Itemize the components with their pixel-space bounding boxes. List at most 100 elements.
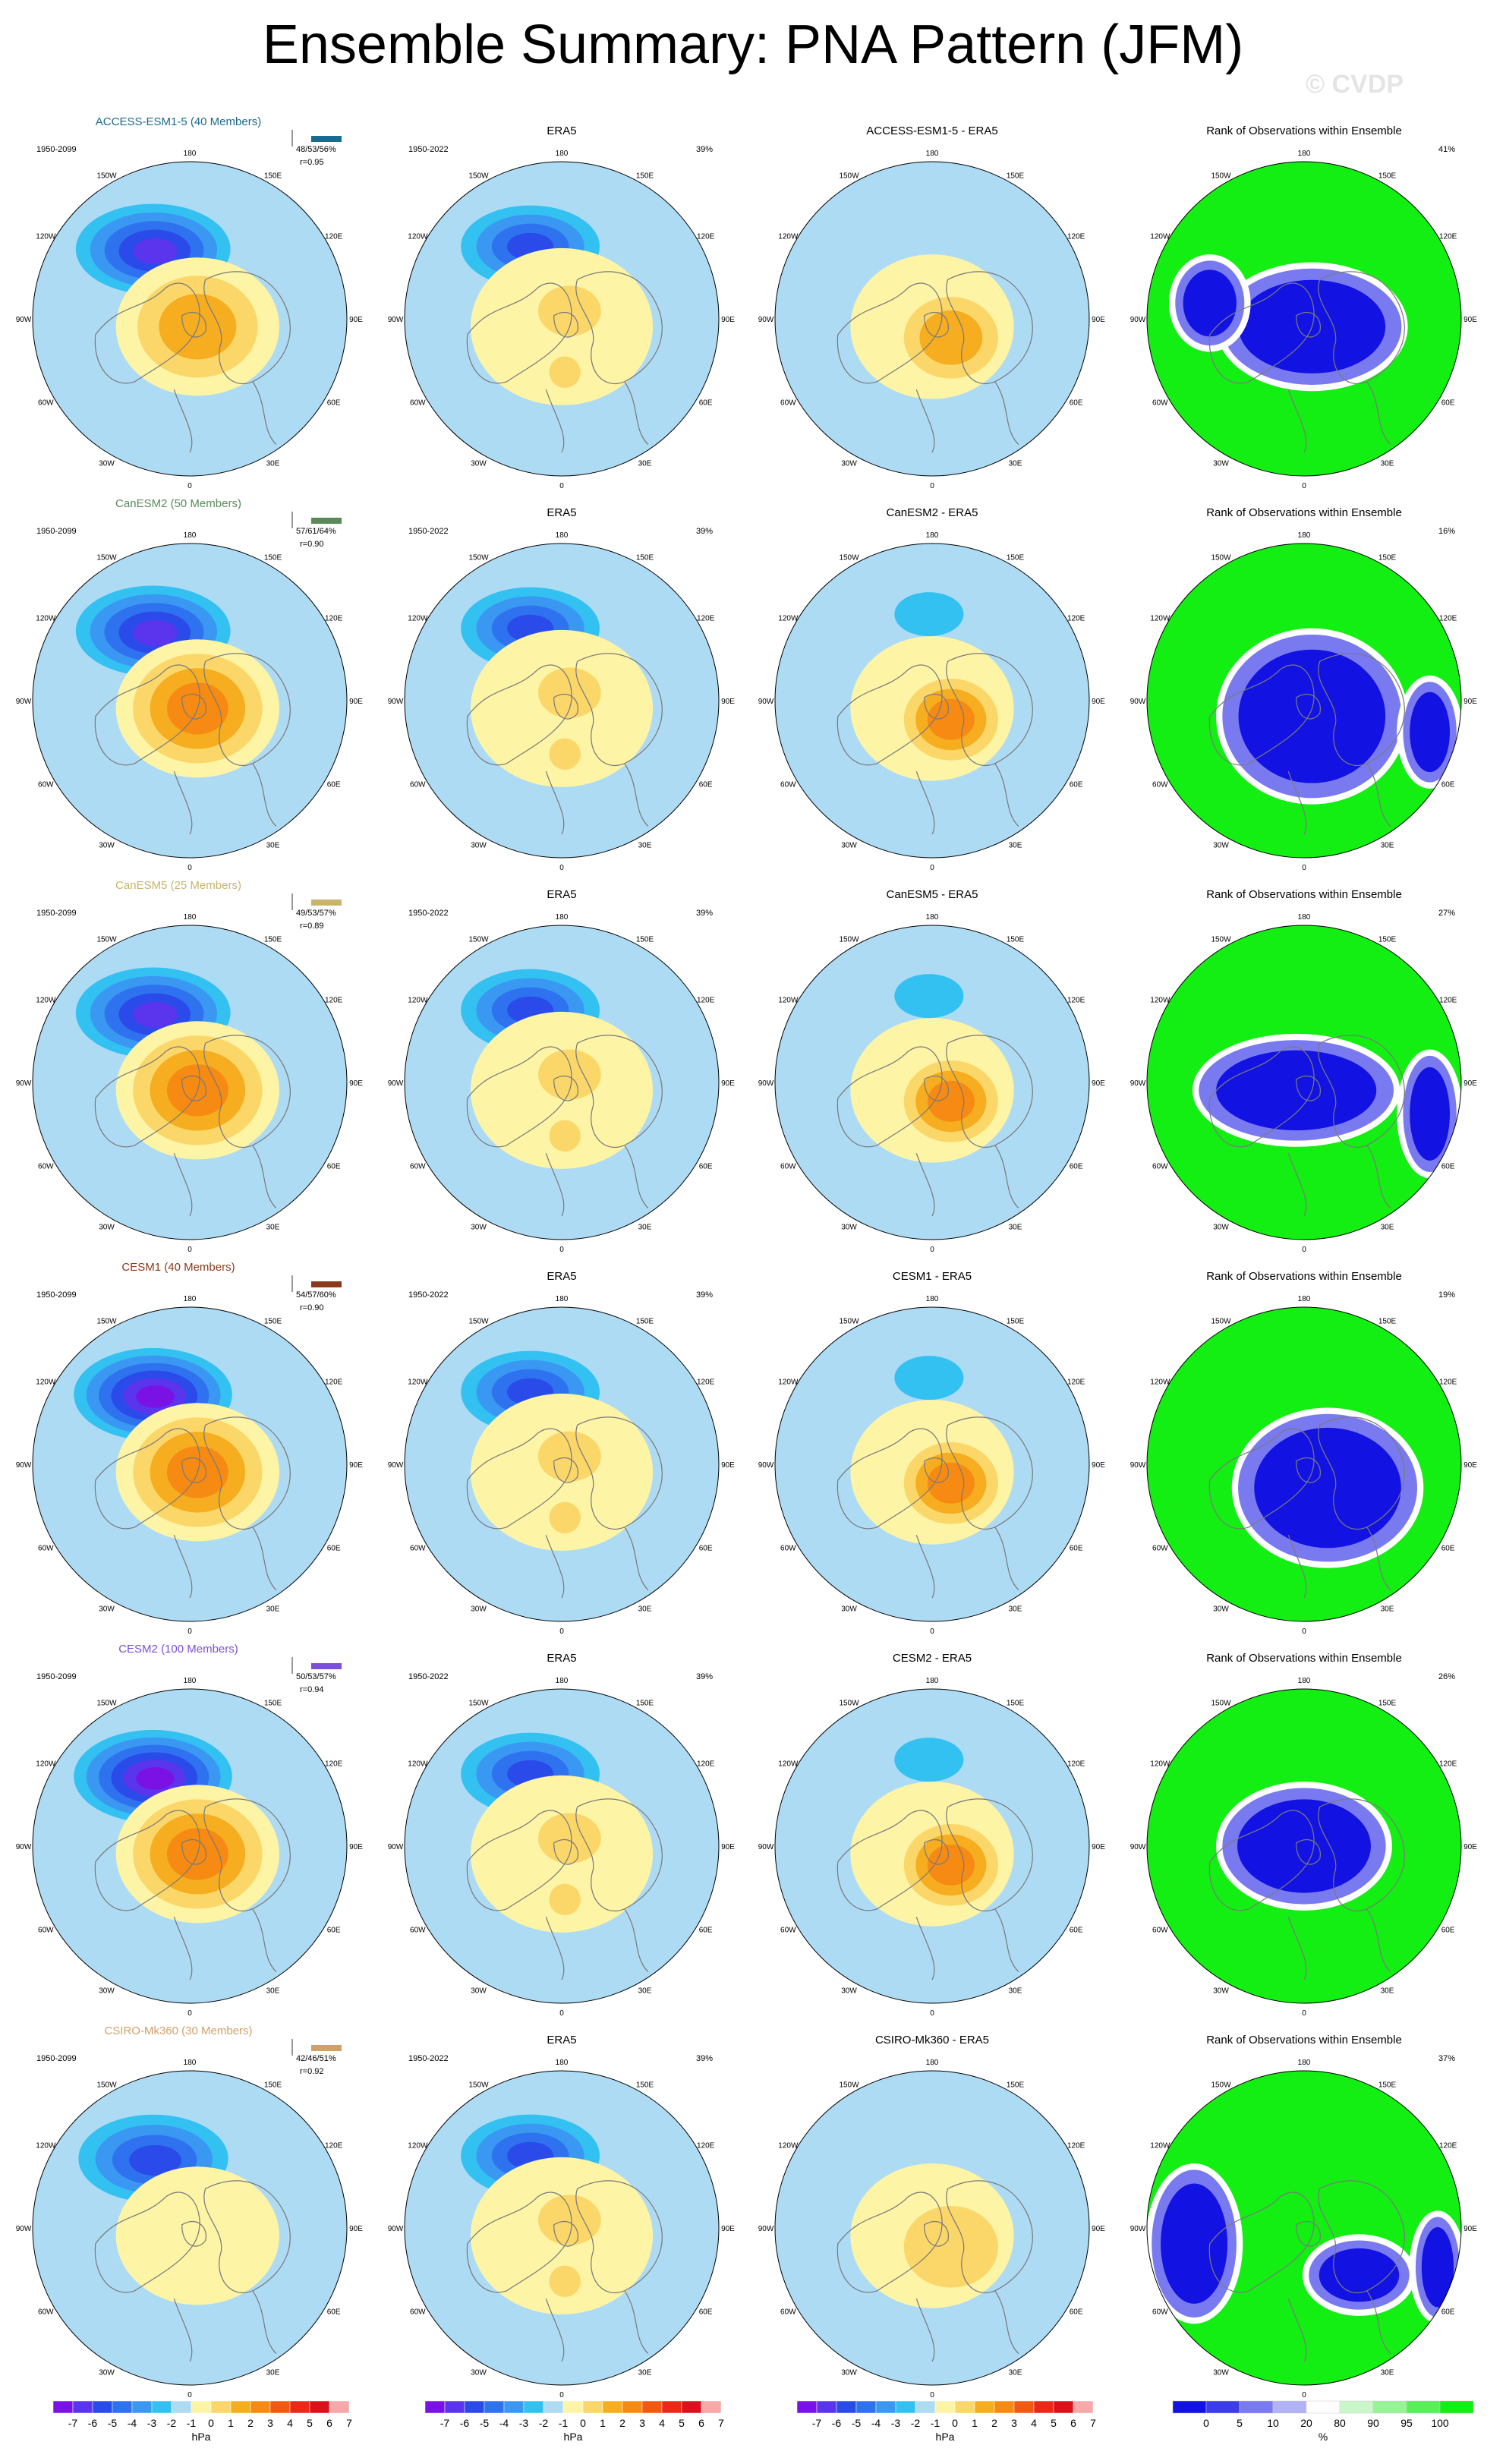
rank-blue-1 [1410,692,1450,773]
coastline-0 [466,664,572,766]
lon-label: 180 [184,1295,197,1303]
lon-label: 30E [1381,1605,1394,1614]
model-map: 180 150E 120E 90E 60E 30E 0 30W 60W 90W 120W 150W [16,150,364,490]
contour-7 [549,1501,581,1534]
lon-label: 120E [325,1760,343,1769]
lon-label: 90W [16,2225,32,2233]
lon-label: 180 [556,1677,569,1685]
lon-label: 150E [264,553,282,562]
coastline-0 [1208,664,1315,766]
lon-label: 90E [349,698,363,706]
cvdp-watermark: © CVDP [1306,70,1404,99]
coastline-4 [252,2290,277,2355]
r-label: r=0.95 [300,158,324,167]
lon-label: 90W [388,2225,404,2233]
colorbar-tick: -5 [108,2417,118,2429]
coastline-3 [1287,1152,1307,1217]
colorbar-swatch [289,2400,310,2414]
ensemble-spread-bar [311,2045,342,2051]
map-border [32,925,348,1240]
coastline-3 [545,1152,565,1217]
lon-label: 120E [697,615,715,623]
colorbar-swatch [191,2400,212,2414]
colorbar-swatch [464,2400,485,2414]
rank-blue-0 [1254,1427,1401,1549]
colorbar-tick: -1 [931,2417,940,2429]
lon-label: 30E [1381,460,1394,468]
r-label: r=0.94 [300,1685,324,1694]
lon-label: 30E [1381,1987,1394,1996]
lon-label: 90W [758,1461,774,1470]
lon-label: 150W [839,2081,859,2089]
lon-label: 60E [1441,1545,1455,1553]
colorbar-swatch [602,2400,623,2414]
coastline-3 [915,2298,935,2362]
lon-label: 150W [96,935,117,944]
lon-label: 90W [1130,698,1146,706]
lon-label: 150W [468,172,489,180]
coastline-4 [252,1527,277,1591]
colorbar-swatch [954,2400,975,2414]
colorbar-unit: hPa [192,2431,211,2443]
lon-label: 90W [1130,1461,1146,1470]
contour-fills [850,254,1014,399]
lon-label: 30W [99,842,115,850]
lon-label: 90W [758,2225,774,2233]
rank-blue-1 [1410,1067,1450,1161]
colorbar-tick: 1 [228,2417,234,2429]
lon-label: 0 [1302,1627,1306,1636]
lon-label: 90W [388,1079,404,1088]
lon-label: 60W [1152,1163,1168,1171]
lon-label: 120W [1150,233,1170,241]
map-border [774,1688,1090,2004]
colorbar-swatch [503,2400,525,2414]
lon-label: 0 [930,2009,934,2018]
map-border [404,1306,720,1622]
colorbar-swatch [641,2400,663,2414]
colorbar-tick: 4 [1031,2417,1037,2429]
lon-label: 60E [327,781,341,789]
anomaly-colorbar-2: -7 -6 -5 -4 -3 -2 -1 0 1 2 3 4 5 6 7 hPa [424,2400,724,2443]
map-border [1146,925,1462,1240]
coastline-2 [553,1075,579,1101]
lon-label: 120E [1067,1379,1085,1387]
coastline-3 [173,770,193,835]
pct-label: 48/53/56% [296,145,336,154]
contour-7 [549,2265,581,2298]
map-border [404,161,720,477]
colorbar-tick: -4 [128,2417,137,2429]
lon-label: 30W [841,2369,857,2377]
lon-label: 150W [96,1699,117,1707]
map-border [404,1688,720,2004]
model-map: 180 150E 120E 90E 60E 30E 0 30W 60W 90W 120W 150W [16,913,364,1254]
colorbar-tick: 100 [1431,2417,1449,2429]
colorbar-tick: -5 [480,2417,490,2429]
coastline-2 [1296,1457,1322,1483]
lon-label: 150W [839,1699,859,1707]
lon-label: 90E [1463,698,1477,706]
era5-map: 180 150E 120E 90E 60E 30E 0 30W 60W 90W 120W 150W [388,1677,736,2018]
colorbar-tick: -7 [68,2417,78,2429]
lon-label: 150E [264,1699,282,1707]
map-border [774,161,1090,477]
lon-label: 120E [1067,233,1085,241]
lon-label: 60E [327,1163,341,1171]
contour-4 [894,1738,964,1782]
contour-5 [133,619,178,647]
coastline-2 [181,2220,207,2247]
rank-pct: 26% [1438,1672,1455,1681]
colorbar-swatch [171,2400,192,2414]
coastline-2 [924,311,950,338]
lon-label: 120W [778,2142,799,2150]
lon-label: 120W [1150,997,1170,1005]
lon-label: 30W [471,1987,487,1996]
colorbar-swatch [1033,2400,1054,2414]
lon-label: 150E [636,1317,654,1325]
lon-label: 30W [1213,1987,1229,1996]
coastline-0 [94,2191,200,2293]
rank-map: 180 150E 120E 90E 60E 30E 0 30W 60W 90W 120W 150W [1130,1677,1478,2018]
coastline-0 [466,282,572,384]
rank-pct: 37% [1438,2054,1455,2063]
era5-map: 180 150E 120E 90E 60E 30E 0 30W 60W 90W 120W 150W [388,1295,736,1636]
colorbar-tick: 4 [287,2417,293,2429]
